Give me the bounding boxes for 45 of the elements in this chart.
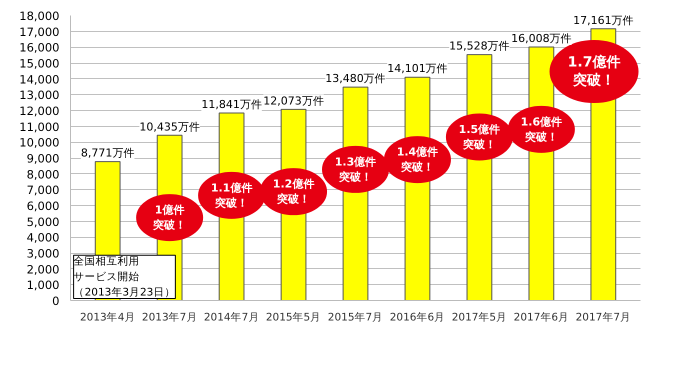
annotation: 1.6億件突破！ — [520, 115, 562, 144]
x-tick-label: 2016年6月 — [390, 312, 446, 324]
x-tick-label: 2017年7月 — [576, 312, 632, 324]
annotation: 1億件突破！ — [152, 204, 186, 232]
annotation: 1.4億件突破！ — [396, 146, 438, 174]
y-tick-label: 14,000 — [19, 72, 60, 86]
y-tick-label: 12,000 — [19, 104, 60, 118]
x-tick-label: 2014年7月 — [204, 312, 260, 324]
data-label: 16,008万件 — [511, 32, 572, 46]
annotation: 1.2億件突破！ — [272, 178, 314, 206]
y-tick-label: 0 — [52, 294, 60, 308]
y-tick-label: 5,000 — [26, 214, 60, 229]
y-tick-label: 16,000 — [19, 40, 60, 55]
y-tick-label: 3,000 — [26, 246, 60, 260]
y-tick-label: 18,000 — [19, 9, 60, 23]
annotation: 1.1億件突破！ — [210, 181, 252, 210]
data-label: 11,841万件 — [201, 98, 262, 112]
data-label: 14,101万件 — [387, 62, 448, 76]
y-tick-label: 17,000 — [19, 24, 60, 39]
y-tick-label: 10,000 — [19, 136, 60, 150]
annotation: 1.7億件突破！ — [568, 53, 620, 89]
x-tick-label: 2017年6月 — [514, 312, 570, 324]
y-tick-label: 15,000 — [19, 56, 60, 70]
x-tick-label: 2013年7月 — [142, 312, 198, 324]
data-label: 13,480万件 — [325, 72, 386, 86]
data-label: 10,435万件 — [139, 120, 200, 134]
x-tick-label: 2017年5月 — [452, 312, 508, 324]
y-tick-label: 11,000 — [19, 120, 60, 134]
y-tick-label: 9,000 — [26, 152, 60, 166]
x-tick-label: 2015年7月 — [328, 312, 384, 324]
annotation: 1.5億件突破！ — [458, 123, 500, 151]
y-tick-label: 8,000 — [26, 167, 60, 182]
y-tick-label: 6,000 — [26, 199, 60, 213]
y-tick-label: 1,000 — [26, 278, 60, 292]
x-tick-label: 2015年5月 — [266, 312, 322, 324]
data-label: 15,528万件 — [449, 40, 510, 53]
annotation: 全国相互利用サービス開始（2013年3月23日） — [74, 254, 176, 298]
y-tick-label: 4,000 — [26, 230, 60, 245]
y-tick-label: 13,000 — [19, 88, 60, 102]
annotation: 1.3億件突破！ — [334, 155, 376, 184]
x-tick-label: 2013年4月 — [80, 312, 136, 324]
y-tick-label: 2,000 — [26, 262, 60, 276]
data-label: 12,073万件 — [263, 94, 324, 108]
data-label: 8,771万件 — [80, 146, 134, 160]
y-tick-label: 7,000 — [26, 183, 60, 198]
